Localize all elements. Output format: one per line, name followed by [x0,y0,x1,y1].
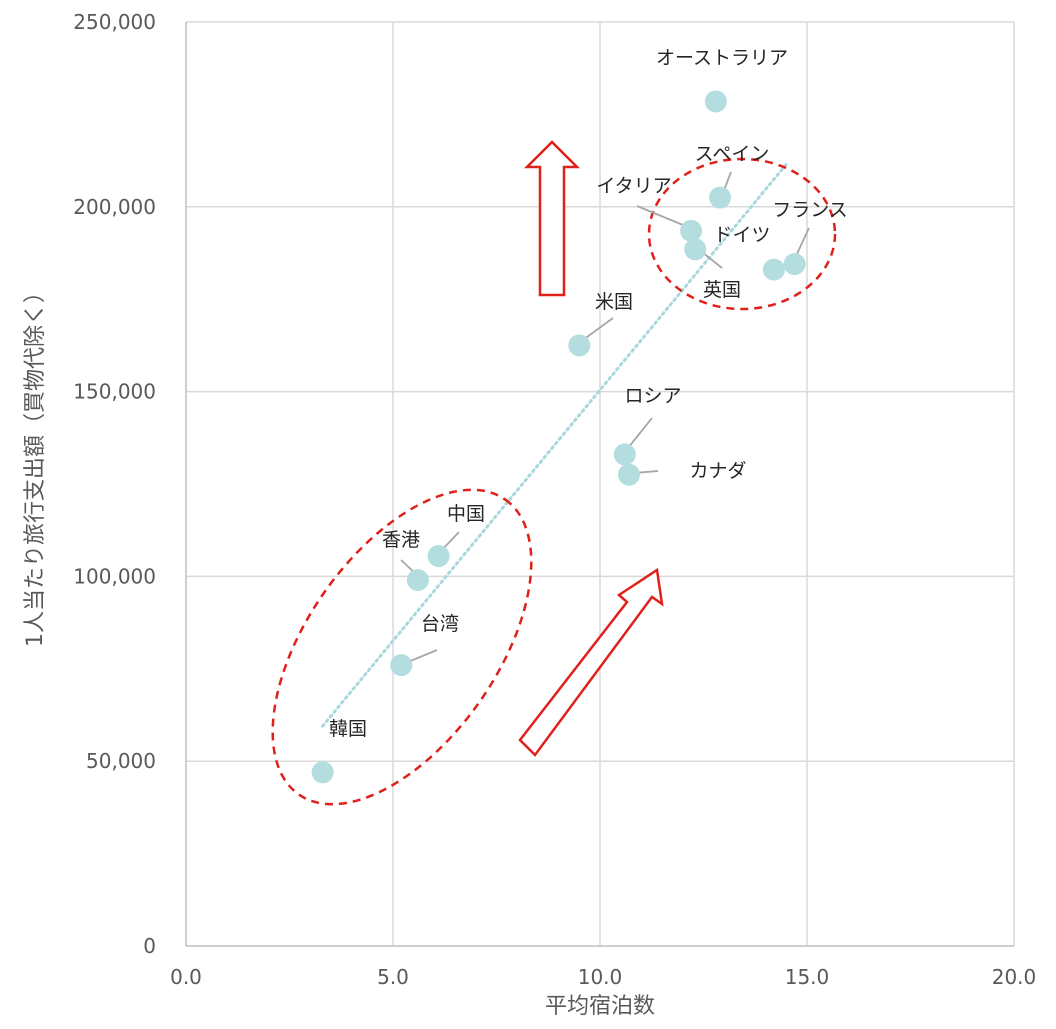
y-tick-label: 0 [143,934,156,958]
diagonal-arrow [518,567,664,757]
data-point [617,463,640,486]
y-tick-label: 250,000 [73,10,156,34]
leader-line [636,205,684,226]
up-arrow [523,140,581,297]
x-tick-label: 0.0 [170,965,202,989]
annotation-ellipse-asia [271,488,533,806]
y-tick-label: 200,000 [73,195,156,219]
data-point [568,334,591,357]
leader-line [795,227,810,257]
data-point [311,761,334,784]
data-point [390,654,413,677]
point-label: ドイツ [713,224,770,246]
point-label: イタリア [596,175,671,197]
point-label: 米国 [595,291,633,313]
point-label: スペイン [695,143,770,165]
point-label: オーストラリア [656,47,788,69]
leader-line [407,649,438,663]
point-label: 韓国 [329,718,367,740]
leader-line [701,251,723,269]
y-tick-label: 50,000 [86,749,156,773]
x-tick-label: 5.0 [377,965,409,989]
point-label: 英国 [703,279,741,301]
leader-line [582,317,614,341]
data-point [709,186,732,209]
data-point [427,545,450,568]
x-tick-label: 20.0 [992,965,1037,989]
point-label: カナダ [689,460,746,482]
x-tick-label: 10.0 [578,965,623,989]
point-label: 中国 [447,503,485,525]
point-label: フランス [772,199,848,221]
point-label: 香港 [382,529,420,551]
x-tick-label: 15.0 [785,965,830,989]
y-tick-label: 150,000 [73,380,156,404]
annotation-ellipse-europe [647,157,837,311]
point-label: ロシア [624,385,681,407]
data-point [613,443,636,466]
data-point [783,253,806,276]
data-point [680,219,703,242]
y-tick-label: 100,000 [73,564,156,588]
point-label: 台湾 [421,613,459,635]
y-axis-title: 1人当たり旅行支出額（買物代除く） [23,281,48,647]
x-axis-title: 平均宿泊数 [545,994,655,1019]
data-point [762,258,785,281]
data-point [406,569,429,592]
leader-line [627,417,653,449]
data-point [684,238,707,261]
data-point [704,90,727,113]
